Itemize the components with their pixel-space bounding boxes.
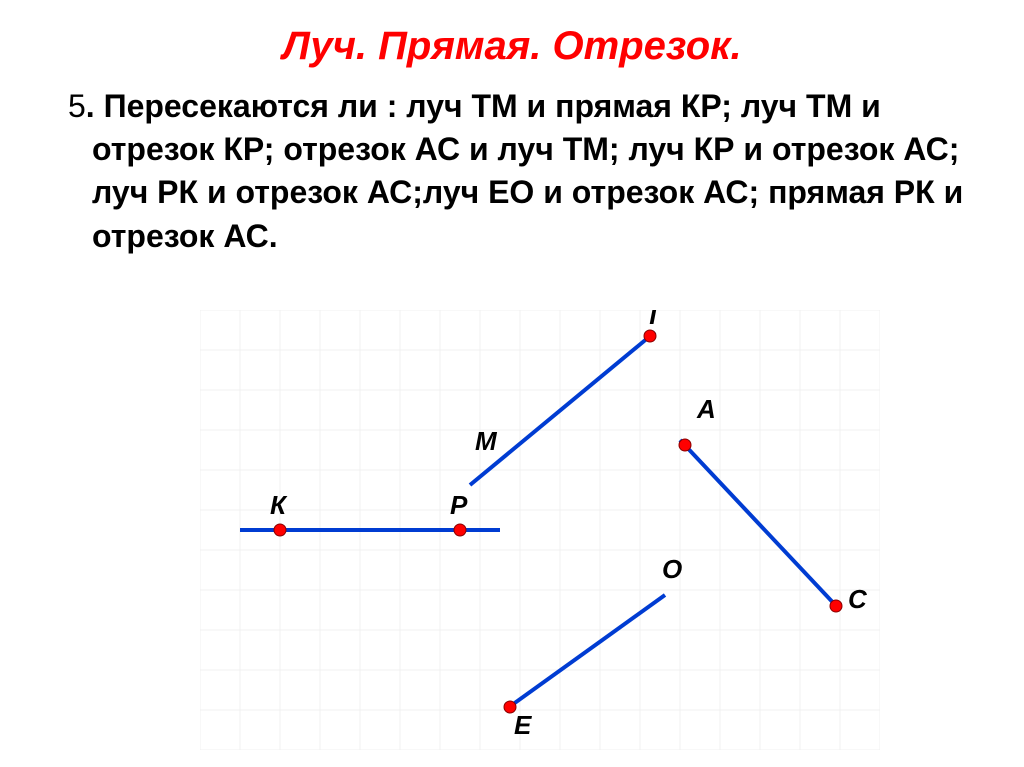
point-C-label: С [848,584,868,614]
geometry-diagram: К Р Т М А С О Е [200,310,880,750]
point-A [679,439,691,451]
diagram-svg: К Р Т М А С О Е [200,310,880,750]
point-P-label: Р [450,490,468,520]
point-C [830,600,842,612]
point-A-label: А [696,394,716,424]
point-P [454,524,466,536]
point-K-label: К [270,490,288,520]
point-T [644,330,656,342]
point-E-label: Е [514,710,532,740]
point-T-label: Т [645,310,663,330]
segment-TM [470,332,655,485]
problem-text: 5. Пересекаются ли : луч ТМ и прямая КР;… [64,85,984,258]
segments-group [240,332,840,710]
page-title: Луч. Прямая. Отрезок. [40,24,984,69]
point-M-label: М [475,426,498,456]
page: Луч. Прямая. Отрезок. 5. Пересекаются ли… [0,0,1024,767]
point-K [274,524,286,536]
point-O-label: О [662,554,682,584]
problem-number: 5 [68,88,86,124]
problem-body: . Пересекаются ли : луч ТМ и прямая КР; … [86,88,963,254]
segment-EO [505,595,665,710]
